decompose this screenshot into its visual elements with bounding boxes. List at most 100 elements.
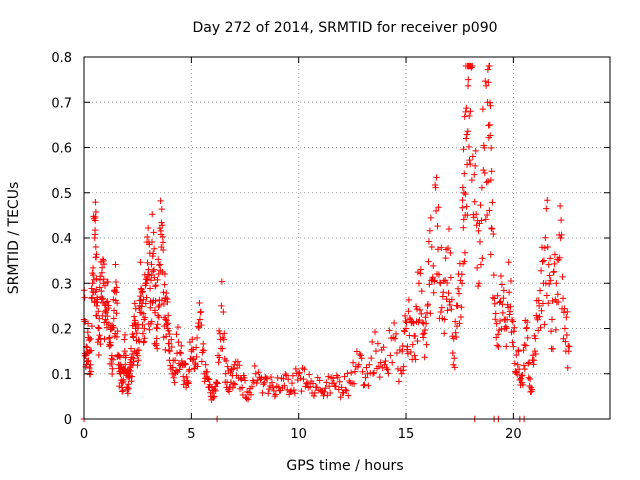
data-point [473,264,481,272]
data-point [99,256,107,263]
data-point [394,365,402,373]
data-point [161,270,169,278]
data-point [556,202,564,210]
data-point [405,308,412,315]
data-point [88,322,96,330]
data-point [149,211,156,218]
data-point [498,325,505,333]
data-point [193,353,200,361]
data-point [236,362,243,369]
data-point [524,360,532,367]
data-point [493,320,500,327]
data-point [382,357,389,365]
data-point [409,341,416,348]
data-point [487,102,494,109]
data-point [427,214,435,222]
data-point [461,113,468,120]
data-point [460,216,467,223]
data-point [532,335,539,342]
data-point [300,375,307,383]
data-point [522,342,529,349]
data-point [215,359,222,366]
data-point [509,318,517,325]
data-point [127,345,135,352]
data-point [182,384,190,391]
data-point [474,282,482,290]
data-point [418,310,425,318]
data-point [298,387,305,395]
data-point [380,344,387,351]
data-point [204,375,212,382]
data-point [264,390,272,397]
data-point [135,336,142,344]
data-point [438,244,445,251]
x-axis-label: GPS time / hours [286,458,403,474]
data-point [482,216,489,223]
data-point [264,375,271,382]
data-point [269,384,277,391]
data-point [538,244,546,251]
data-point [405,296,413,304]
data-point [113,333,121,341]
data-point [483,211,491,219]
data-point [252,370,259,377]
data-point [92,213,99,221]
data-point [483,179,490,186]
data-point [164,320,172,327]
data-point [508,316,516,324]
data-point [400,363,407,370]
data-point [243,395,250,402]
data-point [215,327,223,335]
data-point [357,352,364,359]
data-point [156,261,164,268]
data-point [132,305,139,312]
data-point [121,331,129,339]
data-point [203,368,211,376]
data-point [541,321,548,328]
data-point [444,307,451,314]
data-point [89,264,97,272]
data-point [253,379,260,387]
data-point [447,274,455,281]
data-point [486,62,493,70]
data-point [322,384,329,392]
data-point [102,298,110,306]
data-point [212,387,219,395]
data-point [356,350,363,358]
data-point [404,343,411,350]
data-point [525,374,532,381]
data-point [426,281,433,288]
data-point [171,357,179,364]
data-point [244,396,252,403]
data-point [81,294,88,301]
data-point [121,347,128,355]
data-point [163,289,170,297]
data-point [435,204,442,211]
data-point [146,285,154,292]
data-point [87,368,95,375]
data-point [148,238,156,246]
data-point [102,308,109,315]
data-point [515,365,523,373]
data-point [531,347,539,355]
data-point [420,334,427,341]
data-point [561,325,569,332]
data-point [381,361,388,368]
data-point [147,304,154,311]
data-point [428,243,436,251]
y-axis-label: SRMTID / TECUs [6,182,22,295]
data-point [101,282,109,289]
data-point [258,374,265,382]
data-point [214,380,221,387]
data-point [387,352,394,359]
data-point [162,316,169,323]
data-point [538,307,545,314]
data-point [486,121,493,129]
data-point [93,275,100,283]
data-point [444,244,452,252]
data-point [109,365,116,373]
data-point [494,331,502,338]
data-point [385,370,392,377]
data-point [393,349,401,357]
data-point [457,313,465,321]
